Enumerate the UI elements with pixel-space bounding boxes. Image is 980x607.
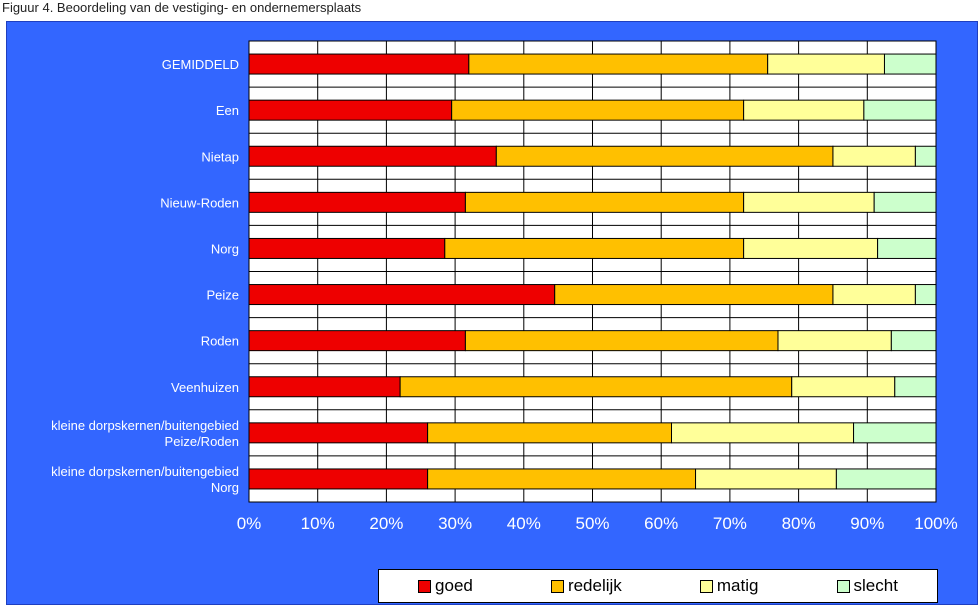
bar-matig	[695, 468, 837, 490]
category-label: Nietap	[201, 149, 239, 164]
category-label: Een	[216, 103, 239, 118]
category-label-line: Nietap	[201, 149, 239, 164]
bar-goed	[248, 53, 470, 75]
bar-slecht	[894, 376, 937, 398]
category-label-line: kleine dorpskernen/buitengebied	[51, 418, 239, 433]
plot-border	[248, 40, 937, 503]
bar-slecht	[877, 237, 937, 259]
bar-goed	[248, 191, 466, 213]
bar-redelijk	[464, 330, 779, 352]
bar-matig	[767, 53, 885, 75]
legend-label: matig	[716, 576, 759, 595]
category-label: Peize	[206, 288, 239, 303]
bar-goed	[248, 422, 429, 444]
bar-redelijk	[451, 99, 745, 121]
category-label-line: Een	[216, 103, 239, 118]
bar-goed	[248, 99, 453, 121]
x-tick-label: 20%	[369, 514, 403, 533]
bar-matig	[743, 99, 865, 121]
category-label-line: GEMIDDELD	[162, 57, 239, 72]
bar-matig	[743, 237, 879, 259]
bar-redelijk	[468, 53, 769, 75]
bar-goed	[248, 468, 429, 490]
chart-legend: goed redelijk matig slecht	[378, 569, 938, 603]
category-label-line: Veenhuizen	[171, 380, 239, 395]
bar-goed	[248, 330, 466, 352]
x-tick-label: 30%	[438, 514, 472, 533]
category-label-line: kleine dorpskernen/buitengebied	[51, 464, 239, 479]
bar-redelijk	[427, 468, 697, 490]
legend-swatch	[836, 579, 850, 593]
bar-redelijk	[464, 191, 745, 213]
legend-item-slecht: slecht	[836, 576, 898, 596]
bar-slecht	[914, 145, 937, 167]
x-tick-label: 70%	[713, 514, 747, 533]
x-tick-label: 50%	[575, 514, 609, 533]
bar-matig	[671, 422, 855, 444]
category-label: Roden	[201, 334, 239, 349]
bar-matig	[777, 330, 892, 352]
bar-slecht	[914, 284, 937, 306]
legend-label: goed	[435, 576, 473, 595]
bar-goed	[248, 237, 446, 259]
x-tick-label: 10%	[301, 514, 335, 533]
legend-swatch	[550, 579, 564, 593]
x-tick-label: 100%	[914, 514, 957, 533]
x-tick-label: 80%	[782, 514, 816, 533]
bar-goed	[248, 284, 556, 306]
x-tick-label: 0%	[237, 514, 262, 533]
legend-label: slecht	[853, 576, 898, 595]
category-label: kleine dorpskernen/buitengebied Norg	[51, 464, 239, 495]
legend-label: redelijk	[567, 576, 622, 595]
bar-slecht	[883, 53, 937, 75]
category-label-line: Peize/Roden	[165, 434, 239, 449]
legend-item-redelijk: redelijk	[550, 576, 622, 596]
bar-redelijk	[427, 422, 673, 444]
category-label-line: Nieuw-Roden	[160, 195, 239, 210]
bar-slecht	[835, 468, 937, 490]
bar-goed	[248, 376, 401, 398]
category-label-line: Norg	[211, 241, 239, 256]
category-label-line: Roden	[201, 334, 239, 349]
legend-swatch	[699, 579, 713, 593]
category-label: GEMIDDELD	[162, 57, 239, 72]
category-label: kleine dorpskernen/buitengebied Peize/Rod…	[51, 418, 239, 449]
bar-goed	[248, 145, 497, 167]
category-label-line: Norg	[211, 480, 239, 495]
legend-item-goed: goed	[418, 576, 473, 596]
bar-slecht	[873, 191, 937, 213]
bar-slecht	[890, 330, 937, 352]
bar-slecht	[853, 422, 937, 444]
legend-swatch	[418, 579, 432, 593]
category-label: Nieuw-Roden	[160, 195, 239, 210]
x-tick-label: 40%	[507, 514, 541, 533]
bar-matig	[743, 191, 875, 213]
bar-redelijk	[554, 284, 834, 306]
legend-item-matig: matig	[699, 576, 759, 596]
category-label: Norg	[211, 241, 239, 256]
bar-redelijk	[444, 237, 745, 259]
category-label: Veenhuizen	[171, 380, 239, 395]
bar-matig	[832, 284, 916, 306]
category-label-line: Peize	[206, 288, 239, 303]
x-tick-label: 90%	[850, 514, 884, 533]
bar-matig	[791, 376, 896, 398]
bar-slecht	[863, 99, 937, 121]
bar-matig	[832, 145, 916, 167]
figure-caption: Figuur 4. Beoordeling van de vestiging- …	[2, 0, 362, 15]
bar-redelijk	[399, 376, 793, 398]
bar-redelijk	[495, 145, 834, 167]
x-tick-label: 60%	[644, 514, 678, 533]
